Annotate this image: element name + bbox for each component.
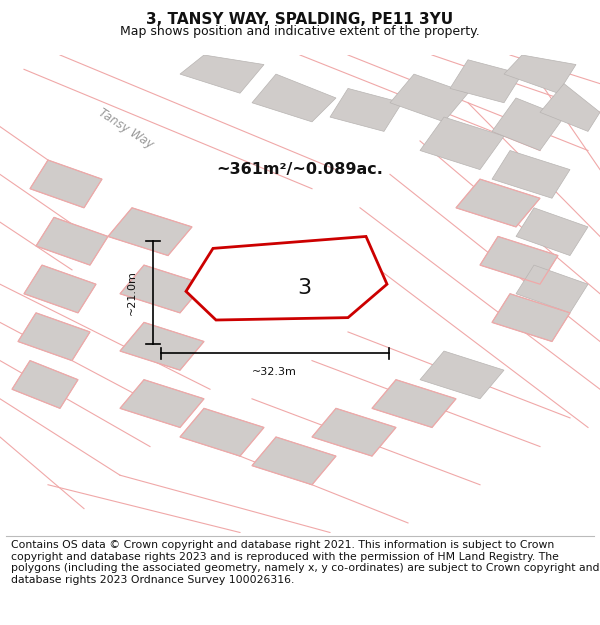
Polygon shape — [186, 236, 387, 320]
Polygon shape — [180, 55, 264, 93]
Polygon shape — [516, 265, 588, 313]
Polygon shape — [420, 351, 504, 399]
Polygon shape — [120, 380, 204, 428]
Text: Tansy Way: Tansy Way — [96, 106, 156, 151]
Text: Contains OS data © Crown copyright and database right 2021. This information is : Contains OS data © Crown copyright and d… — [11, 540, 599, 585]
Polygon shape — [120, 322, 204, 370]
Polygon shape — [18, 313, 90, 361]
Polygon shape — [180, 408, 264, 456]
Polygon shape — [24, 265, 96, 313]
Polygon shape — [492, 294, 570, 341]
Text: Map shows position and indicative extent of the property.: Map shows position and indicative extent… — [120, 26, 480, 39]
Polygon shape — [492, 151, 570, 198]
Polygon shape — [330, 88, 402, 131]
Polygon shape — [420, 117, 504, 169]
Polygon shape — [450, 60, 522, 102]
Polygon shape — [456, 179, 540, 227]
Text: 3: 3 — [297, 278, 311, 298]
Polygon shape — [372, 380, 456, 428]
Polygon shape — [312, 408, 396, 456]
Polygon shape — [108, 208, 192, 256]
Polygon shape — [30, 160, 102, 208]
Text: ~32.3m: ~32.3m — [253, 367, 297, 377]
Polygon shape — [252, 74, 336, 122]
Polygon shape — [390, 74, 468, 122]
Polygon shape — [504, 55, 576, 93]
Polygon shape — [36, 217, 108, 265]
Polygon shape — [120, 265, 204, 313]
Polygon shape — [492, 98, 564, 151]
Text: ~21.0m: ~21.0m — [127, 270, 137, 315]
Text: 3, TANSY WAY, SPALDING, PE11 3YU: 3, TANSY WAY, SPALDING, PE11 3YU — [146, 12, 454, 27]
Polygon shape — [480, 236, 558, 284]
Polygon shape — [540, 84, 600, 131]
Polygon shape — [252, 437, 336, 485]
Polygon shape — [516, 208, 588, 256]
Polygon shape — [12, 361, 78, 408]
Text: ~361m²/~0.089ac.: ~361m²/~0.089ac. — [217, 162, 383, 177]
